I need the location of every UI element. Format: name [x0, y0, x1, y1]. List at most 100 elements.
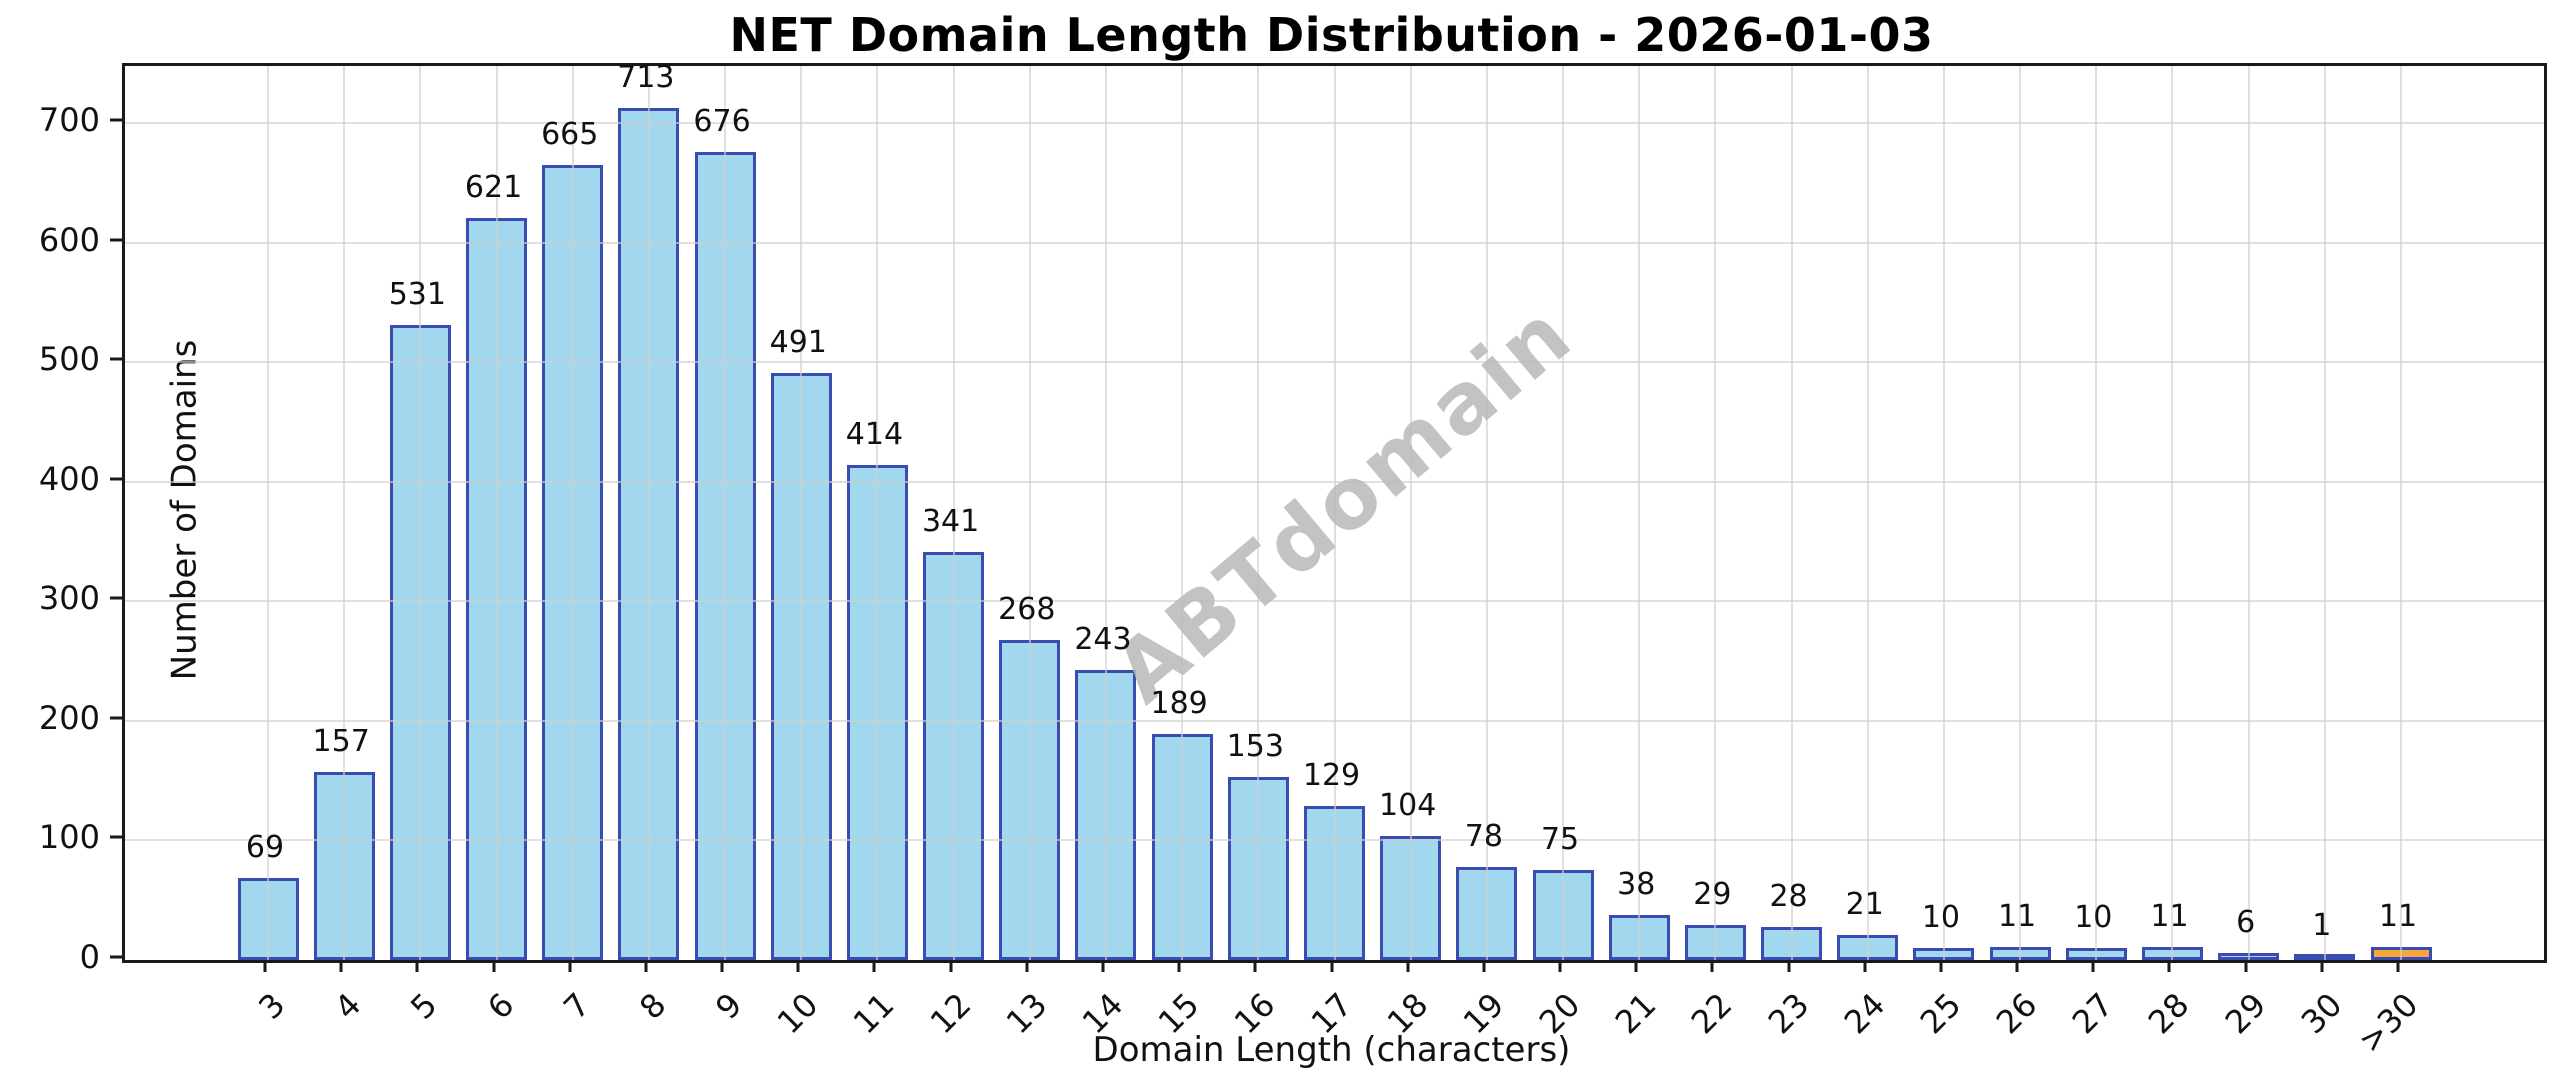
x-tick-mark [2320, 960, 2324, 972]
vertical-gridline [495, 66, 498, 960]
vertical-gridline [952, 66, 955, 960]
x-tick-mark [492, 960, 496, 972]
vertical-gridline [2019, 66, 2022, 960]
vertical-gridline [1638, 66, 1641, 960]
vertical-gridline [267, 66, 269, 960]
bar-value-label: 129 [1302, 757, 1361, 793]
x-tick-mark [1634, 960, 1638, 972]
x-tick-mark [2091, 960, 2095, 972]
y-tick-label: 300 [38, 579, 100, 618]
bar-value-label: 531 [388, 277, 446, 313]
y-axis-title: Number of Domains [164, 339, 205, 681]
x-tick-mark [720, 960, 724, 972]
y-tick-mark [110, 357, 122, 361]
y-tick-label: 400 [38, 459, 100, 498]
x-tick-mark [2396, 960, 2400, 972]
vertical-gridline [2400, 66, 2402, 960]
vertical-gridline [800, 66, 803, 960]
x-tick-mark [796, 960, 800, 972]
x-tick-label: 3 [251, 985, 293, 1027]
y-tick-label: 500 [38, 340, 100, 379]
vertical-gridline [1866, 66, 1869, 960]
bar-value-label: 676 [693, 104, 751, 140]
x-tick-mark [2015, 960, 2019, 972]
y-tick-mark [110, 596, 122, 600]
x-tick-mark [1787, 960, 1791, 972]
x-tick-label: 7 [555, 985, 598, 1027]
vertical-gridline [571, 66, 574, 960]
vertical-gridline [1790, 66, 1793, 960]
x-tick-mark [263, 960, 267, 972]
y-tick-mark [110, 477, 122, 481]
x-tick-mark [2244, 960, 2248, 972]
bar-value-label: 28 [1769, 878, 1808, 914]
x-tick-label: 4 [327, 985, 369, 1027]
bar-value-label: 153 [1226, 729, 1284, 765]
bar-value-label: 69 [245, 829, 285, 865]
bar-value-label: 189 [1150, 686, 1208, 722]
vertical-gridline [876, 66, 879, 960]
vertical-gridline [647, 66, 650, 960]
x-tick-mark [1177, 960, 1181, 972]
x-tick-mark [872, 960, 876, 972]
bar-value-label: 75 [1540, 822, 1580, 858]
vertical-gridline [1562, 66, 1565, 960]
x-tick-mark [1558, 960, 1562, 972]
x-tick-mark [415, 960, 419, 972]
x-tick-mark [339, 960, 343, 972]
vertical-gridline [1409, 66, 1412, 960]
x-tick-mark [644, 960, 648, 972]
x-tick-mark [1863, 960, 1867, 972]
y-tick-mark [110, 835, 122, 839]
bar-value-label: 243 [1074, 621, 1132, 657]
y-tick-label: 600 [38, 220, 100, 259]
vertical-gridline [1714, 66, 1717, 960]
watermark: ABTdomain [1095, 284, 1591, 722]
vertical-gridline [2247, 66, 2250, 960]
vertical-gridline [343, 66, 346, 960]
x-tick-label: 8 [632, 985, 674, 1027]
x-axis-title: Domain Length (characters) [1092, 1030, 1571, 1070]
x-tick-label: 5 [403, 985, 445, 1027]
x-tick-mark [1101, 960, 1105, 972]
plot-area: ABTdomain [122, 63, 2547, 963]
bar-value-label: 6 [2236, 904, 2256, 940]
bar-value-label: 341 [921, 504, 980, 540]
bar-value-label: 621 [464, 169, 523, 205]
vertical-gridline [1104, 66, 1107, 960]
vertical-gridline [2323, 66, 2326, 960]
y-tick-mark [110, 955, 122, 959]
vertical-gridline [1181, 66, 1184, 960]
y-tick-mark [110, 238, 122, 242]
bar-value-label: 78 [1464, 818, 1503, 854]
chart-title: NET Domain Length Distribution - 2026-01… [729, 8, 1934, 62]
bar-value-label: 11 [1998, 898, 2037, 934]
bar-value-label: 414 [845, 417, 904, 453]
x-tick-label: 9 [708, 985, 750, 1027]
y-tick-mark [110, 716, 122, 720]
bar-value-label: 38 [1617, 866, 1656, 902]
x-tick-mark [1253, 960, 1257, 972]
y-tick-label: 100 [38, 818, 100, 857]
vertical-gridline [1257, 66, 1260, 960]
x-tick-mark [1025, 960, 1029, 972]
bar-value-label: 11 [2150, 898, 2189, 934]
x-tick-mark [1482, 960, 1486, 972]
x-tick-mark [1939, 960, 1943, 972]
x-tick-mark [1406, 960, 1410, 972]
vertical-gridline [2171, 66, 2174, 960]
vertical-gridline [1942, 66, 1945, 960]
vertical-gridline [1028, 66, 1031, 960]
x-tick-mark [1710, 960, 1714, 972]
x-tick-mark [1330, 960, 1333, 972]
bar-value-label: 491 [769, 325, 827, 361]
x-tick-mark [568, 960, 572, 972]
bar-value-label: 1 [2312, 908, 2332, 943]
y-tick-label: 700 [38, 101, 100, 140]
bar-value-label: 11 [2378, 898, 2418, 934]
y-tick-label: 0 [79, 938, 100, 976]
vertical-gridline [2095, 66, 2098, 960]
bar-value-label: 10 [1921, 900, 1961, 936]
bar-value-label: 21 [1845, 886, 1884, 922]
